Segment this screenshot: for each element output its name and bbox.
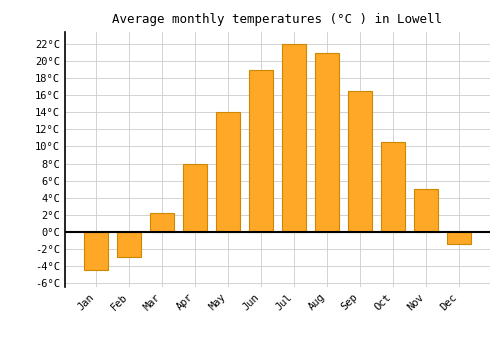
Bar: [216, 112, 240, 232]
Bar: [447, 232, 470, 244]
Bar: [381, 142, 404, 232]
Bar: [150, 213, 174, 232]
Bar: [414, 189, 438, 232]
Bar: [348, 91, 372, 232]
Bar: [249, 70, 273, 232]
Title: Average monthly temperatures (°C ) in Lowell: Average monthly temperatures (°C ) in Lo…: [112, 13, 442, 26]
Bar: [315, 53, 339, 232]
Bar: [84, 232, 108, 270]
Bar: [183, 163, 207, 232]
Bar: [118, 232, 141, 257]
Bar: [282, 44, 306, 232]
